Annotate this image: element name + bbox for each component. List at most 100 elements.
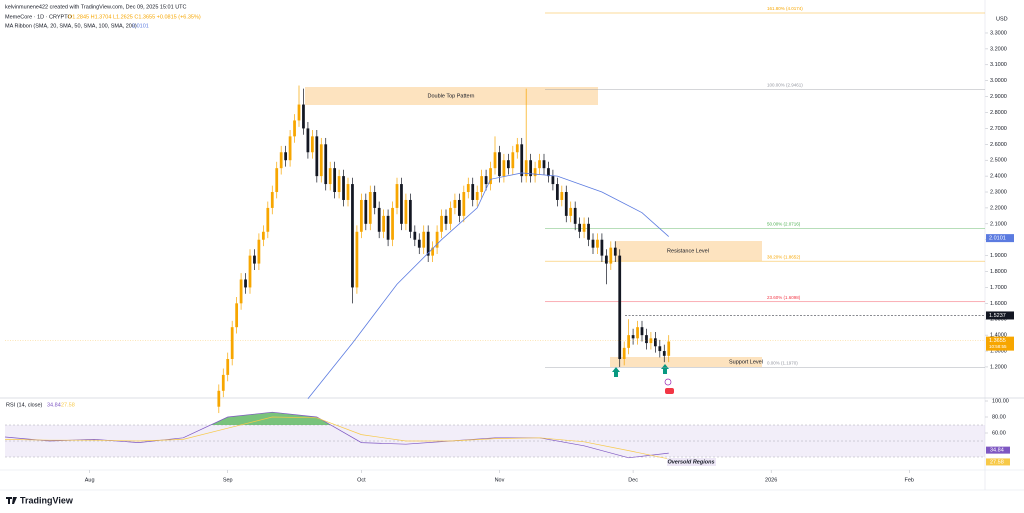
candle-body (538, 160, 541, 169)
resistance-label: Resistance Level (667, 248, 709, 254)
candle-body (408, 199, 412, 232)
candle-body (520, 144, 524, 177)
candle-body (413, 231, 417, 240)
rsi-line (4, 411, 669, 459)
y-tick-label: 1.4000 (990, 333, 1007, 339)
price-tag (986, 234, 1014, 243)
candle-body (484, 176, 488, 185)
y-tick-label: 60.00 (992, 430, 1006, 436)
fib-label: 100.00% (2.9461) (767, 82, 803, 87)
candle-body (449, 207, 452, 224)
candle-body (324, 144, 328, 185)
candle-body (440, 215, 443, 232)
candle-body (355, 231, 359, 288)
resistance-box (615, 241, 762, 261)
price-tag (986, 336, 1014, 351)
candle-body (435, 231, 439, 248)
candle-body (542, 160, 546, 169)
candle-body (288, 136, 292, 161)
candle-body (662, 351, 666, 356)
candle-body (431, 247, 435, 256)
symbol: MemeCore · 1D · CRYPTO (5, 14, 72, 20)
candle-body (551, 176, 555, 185)
arrow-up (661, 364, 669, 374)
candle-body (284, 152, 288, 161)
candle-body (569, 207, 573, 216)
x-tick-label: Oct (357, 477, 366, 483)
candle-body (310, 136, 314, 153)
event-icon[interactable] (665, 388, 674, 394)
candle-body (511, 152, 515, 169)
candle-body (596, 239, 599, 248)
y-tick-label: 2.8000 (990, 110, 1007, 116)
candle-body (266, 207, 270, 232)
y-tick-label: 2.2000 (990, 205, 1007, 211)
candle-body (342, 176, 345, 200)
support-label: Support Level (729, 359, 763, 365)
candle-body (346, 184, 350, 200)
y-tick-label: 2.7000 (990, 126, 1007, 132)
candle-body (235, 303, 239, 328)
candle-body (253, 255, 256, 264)
x-tick-label: Sep (223, 477, 233, 483)
candle-body (444, 215, 448, 224)
candle-body (306, 128, 310, 153)
y-tick-label: 1.5000 (990, 317, 1007, 323)
candle-body (573, 207, 577, 224)
y-tick-label: 3.2000 (990, 46, 1007, 52)
event-icon[interactable] (664, 378, 672, 386)
candle-body (489, 168, 492, 185)
candle-body (622, 347, 626, 359)
candle-body (636, 327, 639, 339)
y-tick-label: 2.5000 (990, 158, 1007, 164)
candle-body (600, 239, 604, 256)
candle-body (604, 255, 608, 264)
double-top-box (305, 87, 598, 105)
candle-body (226, 358, 230, 375)
indicator: MA Ribbon (SMA, 20, SMA, 50, SMA, 100, S… (5, 23, 137, 29)
y-tick-label: 2.3000 (990, 189, 1007, 195)
y-tick-label: 1.8000 (990, 269, 1007, 275)
candle-body (582, 223, 586, 232)
fib-label: 23.60% (1.6098) (767, 295, 801, 300)
y-tick-label: 1.6000 (990, 301, 1007, 307)
candle-body (377, 207, 381, 232)
candle-body (560, 192, 564, 200)
y-tick-label: 1.3000 (990, 348, 1007, 354)
price-tag-label: 1.3655 (989, 338, 1006, 344)
candle-body (640, 327, 644, 336)
y-tick-label: 1.9000 (990, 253, 1007, 259)
candle-body (417, 239, 421, 248)
candle-body (404, 199, 408, 224)
candle-body (627, 335, 631, 348)
candle-body (293, 120, 296, 137)
value-tag (986, 458, 1010, 466)
brand[interactable]: TradingView (20, 495, 74, 505)
candle-body (591, 239, 595, 248)
candle-body (631, 335, 635, 339)
price-tag-label: 2.0101 (989, 236, 1006, 242)
candle-body (653, 338, 657, 347)
candle-body (457, 199, 461, 216)
rsi-title: RSI (14, close) (6, 402, 43, 408)
candle-body (618, 255, 622, 359)
candle-body (533, 168, 537, 177)
price-tag (986, 311, 1014, 320)
candle-body (524, 160, 528, 177)
candle-body (547, 168, 550, 177)
candle-body (239, 279, 243, 304)
rsi-legend-value: 34.84 (47, 402, 61, 408)
candle-body (480, 176, 484, 193)
annotation-label: Oversold Regions (667, 459, 714, 465)
support-box (610, 357, 762, 367)
candle-body (270, 192, 274, 208)
candle-body (302, 104, 305, 129)
candle-body (373, 192, 377, 208)
y-tick-label: 3.0000 (990, 78, 1007, 84)
signal-legend-value: 27.58 (61, 402, 75, 408)
candle-body (248, 255, 252, 288)
candle-body (498, 152, 501, 177)
candle-body (645, 335, 648, 344)
y-tick-label: 80.00 (992, 414, 1006, 420)
